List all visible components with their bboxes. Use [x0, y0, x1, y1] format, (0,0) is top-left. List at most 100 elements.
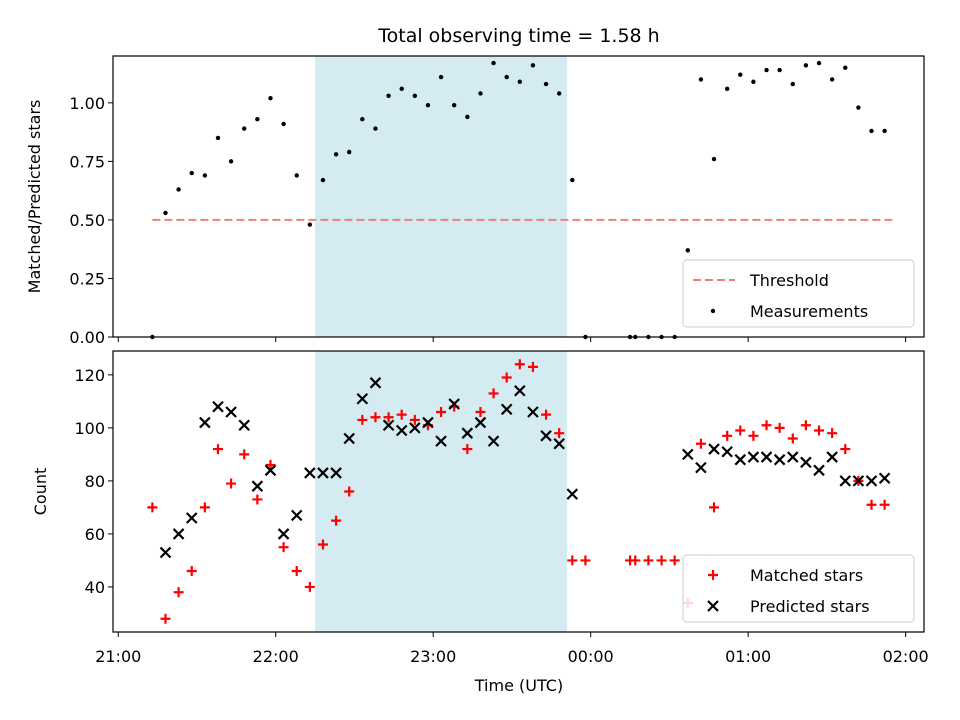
y-axis-label: Matched/Predicted stars: [25, 100, 44, 294]
data-point: [251, 480, 264, 492]
data-point: [514, 384, 526, 397]
x-tick-label: 02:00: [883, 647, 929, 666]
data-point: [865, 475, 878, 487]
data-point: [451, 102, 457, 108]
y-tick-label: 60: [85, 525, 105, 544]
data-point: [814, 425, 825, 436]
data-point: [438, 74, 444, 80]
data-point: [228, 159, 234, 164]
legend: Threshold Measurements: [682, 259, 915, 328]
data-point: [724, 86, 730, 91]
data-point: [567, 555, 578, 566]
data-point: [566, 488, 579, 500]
data-point: [852, 475, 865, 487]
data-point: [816, 60, 822, 66]
data-point: [202, 173, 208, 178]
data-point: [487, 435, 500, 447]
data-point: [527, 361, 538, 372]
data-point: [212, 444, 223, 455]
data-point: [764, 67, 769, 73]
y-axis-label: Count: [31, 468, 50, 516]
data-point: [199, 416, 211, 429]
data-point: [500, 403, 513, 416]
legend-box: [682, 554, 915, 623]
legend-label: Threshold: [749, 271, 829, 290]
data-point: [461, 427, 474, 439]
data-point: [735, 425, 746, 436]
data-point: [360, 117, 365, 122]
data-point: [373, 126, 378, 131]
y-tick-label: 0.00: [69, 328, 105, 347]
data-point: [277, 528, 290, 540]
data-point: [517, 79, 523, 84]
chart-title: Total observing time = 1.58 h: [377, 25, 659, 47]
data-point: [709, 502, 720, 513]
data-point: [695, 461, 707, 474]
data-point: [399, 86, 404, 91]
data-point: [800, 420, 811, 431]
data-point: [761, 420, 772, 431]
data-point: [242, 126, 247, 131]
data-point: [878, 472, 891, 485]
data-point: [462, 444, 473, 455]
legend-marker: [707, 600, 719, 612]
data-point: [734, 453, 747, 466]
series-1: [159, 377, 891, 559]
data-point: [409, 414, 420, 425]
data-point: [840, 444, 851, 455]
data-point: [856, 105, 861, 110]
data-point: [774, 422, 785, 433]
data-point: [786, 451, 799, 463]
data-point: [307, 222, 313, 227]
data-point: [199, 502, 210, 513]
data-point: [501, 372, 512, 383]
data-point: [331, 515, 342, 526]
x-tick-label: 00:00: [568, 647, 614, 666]
data-point: [541, 409, 552, 420]
legend-label: Matched stars: [750, 566, 863, 585]
data-point: [226, 478, 237, 489]
data-point: [570, 177, 575, 183]
data-point: [685, 248, 690, 253]
data-point: [682, 448, 694, 461]
legend-label: Predicted stars: [750, 597, 870, 616]
data-point: [708, 443, 720, 455]
data-point: [436, 406, 447, 417]
data-point: [747, 451, 760, 463]
y-tick-label: 100: [74, 419, 105, 438]
data-point: [656, 555, 667, 566]
data-point: [711, 156, 717, 162]
y-tick-label: 40: [85, 578, 105, 597]
data-point: [698, 77, 704, 82]
data-point: [800, 456, 812, 469]
data-point: [829, 77, 835, 82]
data-point: [488, 388, 499, 399]
data-point: [803, 63, 809, 68]
x-tick-label: 22:00: [253, 647, 299, 666]
data-point: [630, 555, 641, 566]
data-point: [185, 512, 198, 524]
data-point: [422, 416, 434, 429]
data-point: [212, 400, 224, 413]
data-point: [554, 428, 565, 439]
data-point: [530, 63, 536, 68]
data-point: [382, 419, 395, 432]
data-point: [722, 430, 733, 441]
data-point: [738, 72, 743, 77]
data-point: [278, 542, 289, 553]
data-point: [879, 499, 890, 510]
data-point: [556, 91, 562, 96]
data-point: [843, 65, 848, 70]
data-point: [543, 81, 549, 87]
data-point: [317, 467, 329, 479]
data-point: [255, 117, 260, 122]
data-point: [773, 453, 786, 466]
y-tick-label: 0.75: [69, 152, 105, 171]
y-tick-label: 1.00: [69, 94, 105, 113]
data-point: [777, 67, 782, 73]
data-point: [527, 406, 539, 418]
axes-frame: [112, 55, 925, 338]
data-point: [790, 81, 795, 87]
data-point: [317, 539, 328, 550]
data-point: [163, 210, 168, 216]
